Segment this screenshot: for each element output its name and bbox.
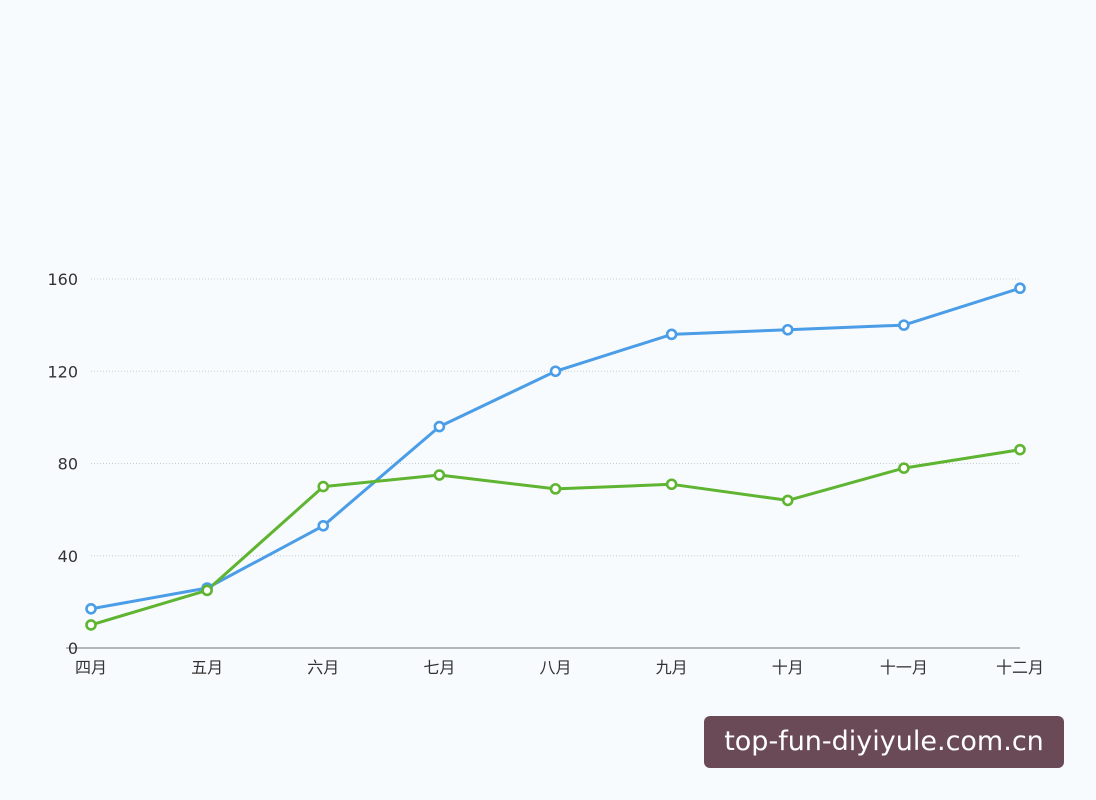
series-1-point [665,328,678,341]
grid-lines [91,278,1020,557]
x-tick-label: 五月 [191,658,223,677]
series-1-point [549,365,562,378]
series-2-point [317,480,330,493]
series-2-point [201,584,213,597]
x-axis-tick-labels: 四月 五月 六月 七月 八月 九月 十月 十一月 十二月 [75,658,1044,677]
series-2-point [549,483,562,495]
x-tick-label: 十二月 [996,658,1044,677]
series-line-2 [89,448,1022,627]
series-1-point [1014,282,1026,295]
y-tick-label: 40 [58,547,78,566]
y-axis-tick-labels: 0 40 80 120 160 [47,270,78,658]
series-1-point [433,420,446,433]
watermark-badge: top-fun-diyiyule.com.cn [704,716,1064,768]
series-markers [85,282,1026,631]
series-2-point [898,462,910,474]
series-1-point [85,602,97,615]
series-2-point [781,494,794,507]
y-tick-label: 80 [58,455,78,474]
series-1-point [317,519,330,532]
x-tick-label: 四月 [75,658,107,677]
x-tick-label: 十一月 [880,658,928,677]
series-1-point [898,319,910,331]
series-2-point [665,478,678,491]
x-tick-label: 六月 [307,658,339,677]
x-tick-label: 九月 [656,658,688,677]
y-tick-label: 120 [47,362,78,381]
series-line-1 [89,286,1022,611]
x-tick-label: 八月 [539,658,571,677]
series-2-point [85,619,97,631]
y-tick-label: 0 [68,639,78,658]
x-tick-label: 七月 [423,658,455,677]
series-1-point [781,323,794,336]
series-lines [89,286,1022,627]
x-tick-label: 十月 [772,658,804,677]
y-tick-label: 160 [47,270,78,289]
series-2-point [1014,443,1026,456]
series-2-point [433,469,446,481]
